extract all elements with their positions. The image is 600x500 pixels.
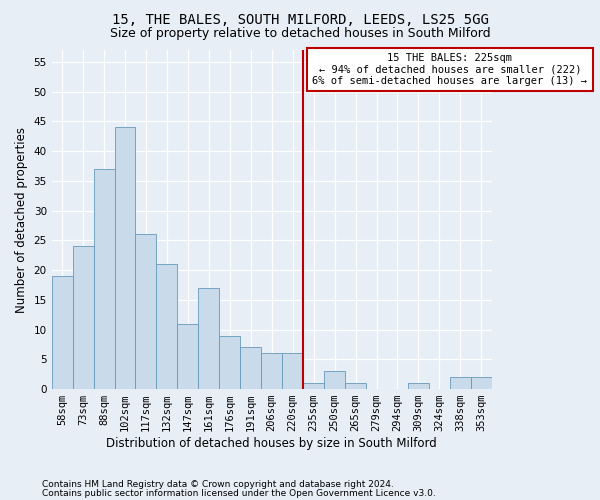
Text: Size of property relative to detached houses in South Milford: Size of property relative to detached ho… <box>110 28 490 40</box>
Bar <box>240 348 261 389</box>
X-axis label: Distribution of detached houses by size in South Milford: Distribution of detached houses by size … <box>106 437 437 450</box>
Bar <box>157 264 178 389</box>
Bar <box>408 383 429 389</box>
Bar <box>115 128 136 389</box>
Bar <box>94 169 115 389</box>
Bar <box>178 324 199 389</box>
Text: Contains HM Land Registry data © Crown copyright and database right 2024.: Contains HM Land Registry data © Crown c… <box>42 480 394 489</box>
Bar <box>136 234 157 389</box>
Bar <box>261 354 282 389</box>
Bar <box>73 246 94 389</box>
Y-axis label: Number of detached properties: Number of detached properties <box>15 126 28 312</box>
Bar <box>220 336 240 389</box>
Bar <box>199 288 220 389</box>
Bar <box>324 371 345 389</box>
Text: 15, THE BALES, SOUTH MILFORD, LEEDS, LS25 5GG: 15, THE BALES, SOUTH MILFORD, LEEDS, LS2… <box>112 12 488 26</box>
Bar <box>52 276 73 389</box>
Text: Contains public sector information licensed under the Open Government Licence v3: Contains public sector information licen… <box>42 488 436 498</box>
Bar <box>345 383 366 389</box>
Bar <box>303 383 324 389</box>
Bar <box>450 377 471 389</box>
Bar <box>282 354 303 389</box>
Text: 15 THE BALES: 225sqm
← 94% of detached houses are smaller (222)
6% of semi-detac: 15 THE BALES: 225sqm ← 94% of detached h… <box>313 53 587 86</box>
Bar <box>471 377 492 389</box>
